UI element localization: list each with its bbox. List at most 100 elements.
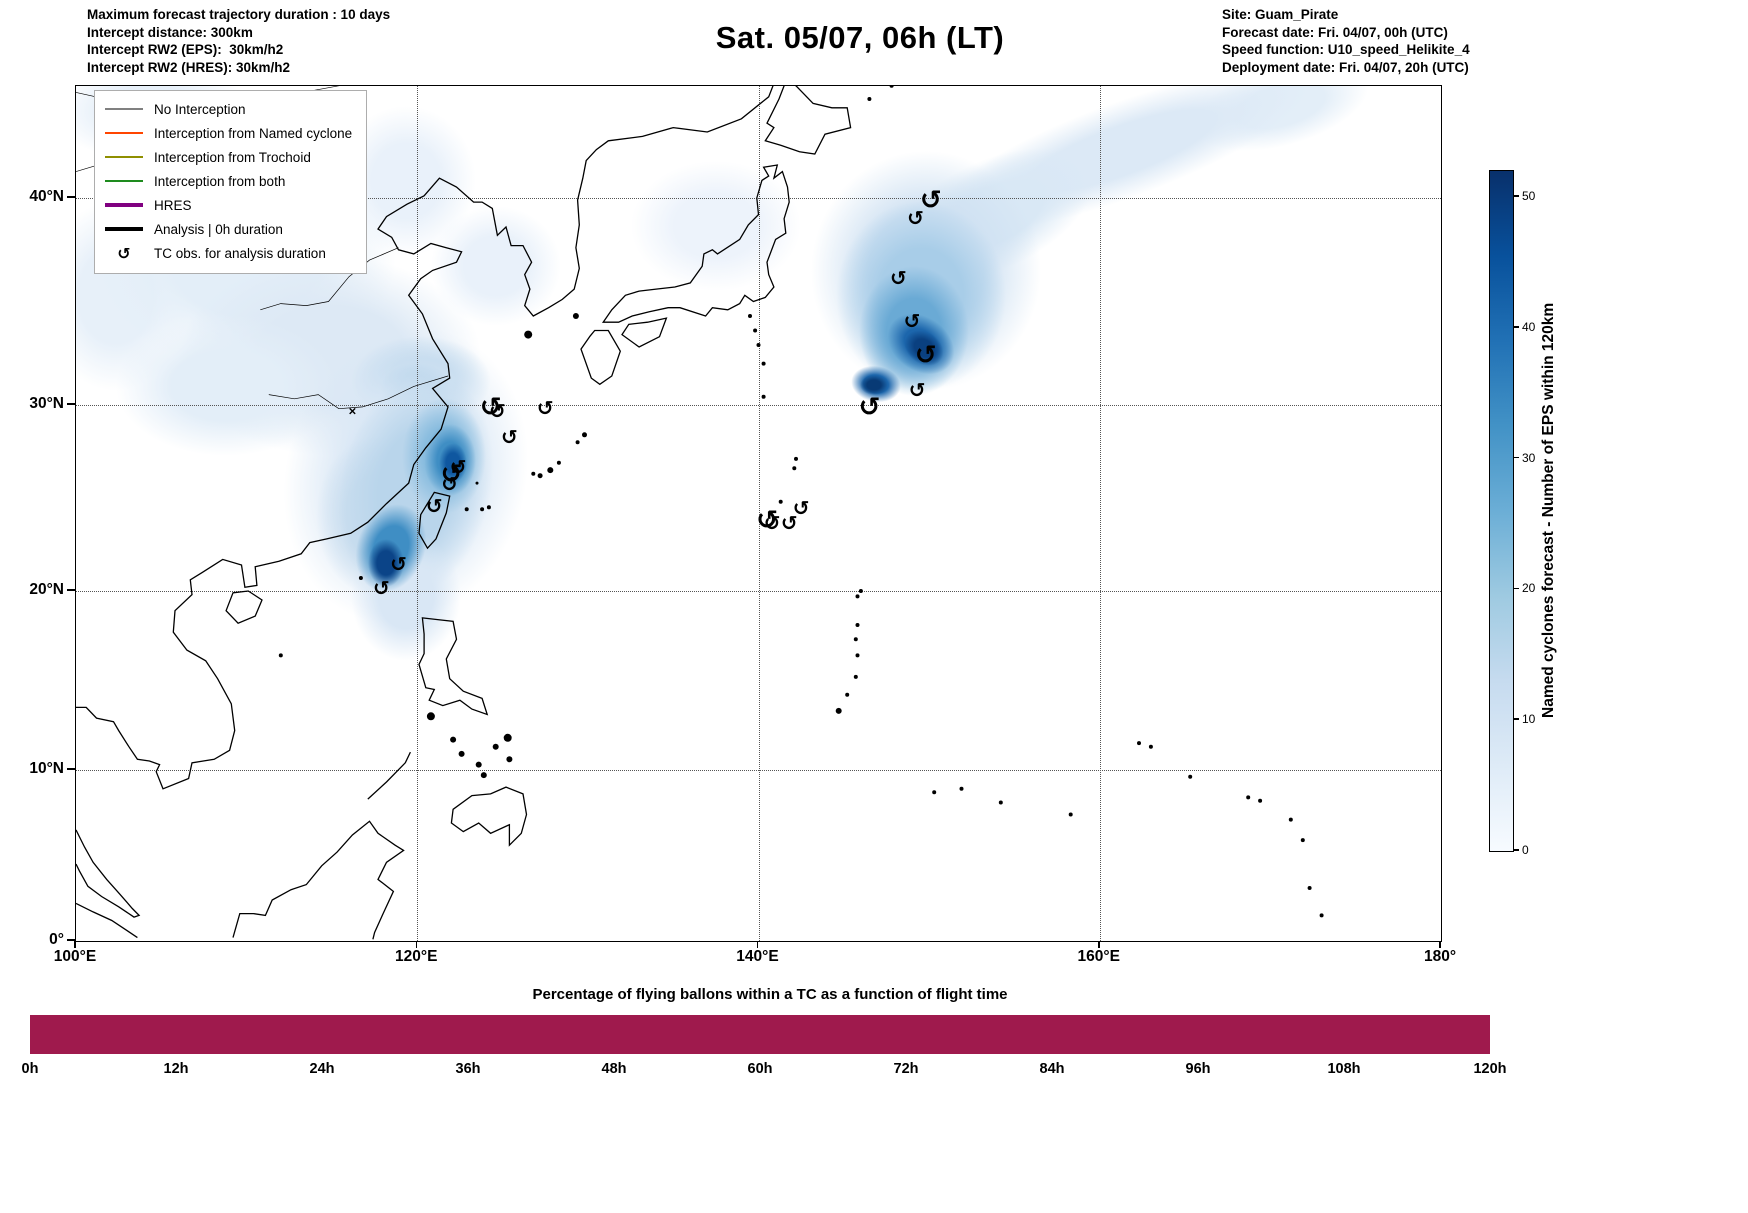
y-tickmark [67,589,75,591]
legend-line-swatch [105,132,143,134]
island-dot [547,467,554,474]
coastline-path [225,590,263,624]
island-dot [1319,913,1324,918]
coastline-path [580,329,622,386]
header-line: Speed function: U10_speed_Helikite_4 [1222,42,1470,57]
tc-obs-icon: ↺ [105,244,143,263]
island-dot [575,440,580,445]
tc-obs-icon: ↺ [914,341,937,372]
gridline-horizontal [76,198,1441,199]
map-legend: No Interception Interception from Named c… [94,90,368,274]
tc-obs-icon: ↺ [780,511,798,536]
island-dot [867,97,872,101]
tc-obs-icon: ↺ [500,425,518,450]
y-tickmark [67,768,75,770]
gridline-vertical [758,86,760,941]
tc-obs-icon: ↺ [373,576,390,601]
legend-line-swatch [105,180,143,182]
legend-line [105,202,143,208]
bottom-x-tick-label: 24h [309,1061,335,1077]
x-tickmark [756,941,759,948]
tc-obs-icon: ↺ [907,205,924,230]
colorbar-tickmark [1513,587,1519,590]
x-tick-label: 160°E [1077,948,1120,965]
island-dot [853,637,858,642]
island-dot [858,589,863,593]
x-tickmark [1439,941,1441,948]
island-dot [998,800,1003,805]
island-dot [778,499,783,504]
colorbar-tickmark [1513,195,1519,197]
legend-item: Interception from Trochoid [105,145,352,169]
island-dot [480,772,487,779]
legend-line [105,226,143,232]
header-line: Maximum forecast trajectory duration : 1… [87,7,391,22]
legend-line-swatch [105,226,143,232]
x-tickmark [1098,941,1100,948]
bottom-chart-title: Percentage of flying ballons within a TC… [532,986,1008,1003]
map-panel: ↺ ↺ ↺ ↺ ↺ ↺ ↺ ↺ ↺ ↺ ↺ ↺ ↺ ↺ ↺ ↺ ↺ ↺ ↺ ↺ ↺ × No Interception In… [75,85,1442,942]
legend-item: HRES [105,193,352,217]
gridline-horizontal [76,770,1441,771]
density-blob [631,161,801,291]
island-dot [1307,886,1312,890]
tc-obs-icon: ↺ [390,551,407,576]
island-dot [792,466,797,471]
island-dot [524,330,533,339]
bottom-x-tick-label: 120h [1473,1061,1507,1077]
island-dot [464,507,469,512]
colorbar [1489,170,1514,852]
coastline-path [76,902,138,939]
island-dot [835,707,842,714]
island-dot [1148,744,1153,749]
map-gridlines [76,86,1441,941]
island-dot [582,432,587,438]
bottom-x-tick-label: 48h [601,1061,627,1077]
island-dot [492,743,499,750]
colorbar-tickmark [1513,326,1519,328]
colorbar-tickmark [1513,718,1519,720]
legend-label: Interception from both [154,173,286,189]
tc-obs-icon: ↺ [479,392,502,423]
tc-obs-icon: ↺ [441,471,459,496]
bottom-x-tick-label: 108h [1327,1061,1361,1077]
header-line: Deployment date: Fri. 04/07, 20h (UTC) [1222,59,1469,75]
colorbar-tick-label: 0 [1522,843,1529,857]
y-tick-label: 20°N [29,581,64,598]
tc-obs-icon: ↺ [440,459,463,490]
island-dot [1300,838,1305,843]
island-dot [506,756,513,763]
x-tickmark [74,941,76,948]
coastline-path [260,247,399,311]
gridline-horizontal [76,591,1441,592]
tc-observation-markers: ↺ ↺ ↺ ↺ ↺ ↺ ↺ ↺ ↺ ↺ ↺ ↺ ↺ ↺ ↺ ↺ ↺ ↺ ↺ ↺ ↺ × [76,86,1441,941]
tc-obs-icon: ↺ [489,399,506,424]
island-dot [845,692,850,697]
legend-item: No Interception [105,97,352,121]
header-line: Site: Guam_Pirate [1222,7,1339,22]
legend-line-swatch [105,202,143,208]
coastlines [76,86,1324,940]
island-dot [475,761,482,768]
island-dot [1188,774,1193,779]
island-dot [480,507,485,512]
y-tickmark [67,403,75,405]
legend-line [105,108,143,110]
island-dot [1288,817,1293,822]
y-tick-label: 30°N [29,395,64,412]
legend-line [105,156,143,158]
tc-symbol: ↺ [117,243,131,263]
tc-obs-icon: ↺ [449,455,467,480]
legend-label: No Interception [154,101,246,117]
legend-line [105,132,143,134]
legend-item: Interception from both [105,169,352,193]
island-dot [475,481,479,485]
y-tickmark [67,939,75,941]
island-dot [959,786,964,791]
legend-label: TC obs. for analysis duration [154,245,326,261]
colorbar-tick-label: 50 [1522,189,1536,204]
coastline-path [76,86,774,790]
header-line: Intercept distance: 300km [87,24,253,40]
tc-obs-icon: ↺ [908,377,926,402]
island-dot [358,576,363,580]
